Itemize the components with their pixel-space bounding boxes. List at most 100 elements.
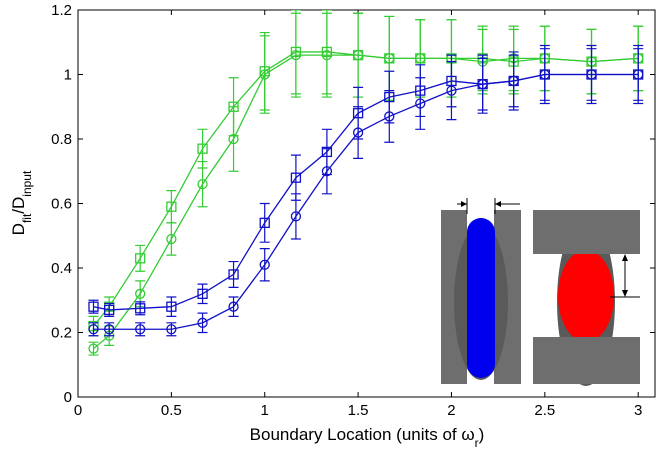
x-tick-label: 0.5	[161, 402, 182, 419]
error-bar	[228, 296, 239, 317]
marker	[166, 301, 177, 312]
y-tick-label: 0.4	[51, 260, 72, 277]
marker	[477, 79, 488, 90]
error-bar	[586, 44, 597, 105]
inset-arrow	[461, 201, 467, 207]
error-bar	[228, 106, 239, 172]
marker	[290, 50, 302, 61]
error-bar	[166, 296, 177, 317]
error-bar	[353, 106, 364, 159]
marker	[539, 69, 550, 80]
marker	[197, 288, 208, 299]
marker	[508, 75, 519, 87]
marker	[290, 172, 302, 183]
y-axis-label: Dfit/Dinput	[9, 170, 34, 235]
x-tick-label: 3	[634, 402, 642, 419]
series-line	[92, 51, 639, 327]
label-subscript: r	[475, 436, 479, 450]
x-tick-label: 2	[447, 402, 455, 419]
series	[88, 12, 644, 356]
error-bar	[166, 190, 177, 224]
marker	[166, 233, 177, 245]
marker	[415, 53, 426, 64]
error-bar	[446, 61, 457, 121]
label-subscript: input	[20, 170, 34, 197]
marker	[135, 288, 146, 299]
error-bar	[321, 12, 332, 98]
error-bar	[259, 202, 270, 243]
marker	[197, 143, 208, 154]
marker	[259, 217, 270, 229]
inset-diagram	[441, 198, 640, 386]
inset-blue-region	[467, 218, 495, 378]
y-tick-label: 1.2	[51, 2, 72, 19]
error-bar	[259, 248, 270, 282]
marker	[228, 301, 239, 312]
marker	[88, 301, 99, 312]
marker	[415, 98, 426, 109]
error-bar	[508, 51, 519, 111]
error-bar	[197, 160, 208, 208]
error-bar	[135, 244, 146, 272]
marker	[352, 50, 364, 61]
axes-frame	[77, 9, 656, 398]
marker	[166, 201, 177, 212]
label-text: Boundary Location (units of ω	[250, 425, 475, 444]
inset-wall	[533, 337, 640, 384]
label-text: D	[9, 223, 28, 235]
marker	[352, 127, 364, 138]
marker	[228, 133, 239, 145]
marker	[197, 317, 208, 328]
error-bar	[321, 148, 332, 195]
y-tick-label: 0.8	[51, 131, 72, 148]
marker	[321, 50, 333, 61]
marker	[104, 304, 115, 316]
error-bar	[290, 12, 301, 98]
x-axis-label: Boundary Location (units of ωr)	[250, 425, 485, 450]
label-text: /D	[9, 197, 28, 214]
error-bar	[197, 283, 208, 305]
error-bar	[166, 222, 177, 256]
marker	[135, 324, 146, 335]
label-text: )	[479, 425, 485, 444]
error-bar	[384, 90, 395, 143]
y-tick-label: 1	[64, 67, 72, 84]
marker	[259, 259, 270, 270]
plot-area: 0 0.5 1 1.5 2 2.5 3 0 0.2 0.4 0.6 0.8 1 1.2	[51, 2, 656, 419]
inset-red-region	[558, 254, 614, 337]
y-tick-label: 0.6	[51, 196, 72, 213]
inset-wall	[533, 210, 640, 254]
marker	[104, 324, 115, 335]
x-tick-label: 0	[74, 402, 82, 419]
inset-arrow	[495, 201, 501, 207]
marker	[384, 111, 395, 122]
error-bar	[415, 77, 426, 130]
error-bar	[290, 193, 301, 240]
marker	[586, 69, 597, 80]
marker	[321, 166, 333, 177]
series-line	[93, 73, 639, 311]
marker	[135, 303, 146, 314]
marker	[384, 53, 395, 64]
error-bar	[197, 312, 208, 334]
marker	[290, 211, 302, 222]
marker	[259, 69, 270, 80]
marker	[166, 324, 177, 335]
error-bar	[477, 54, 488, 114]
series	[88, 44, 644, 337]
marker	[197, 178, 208, 190]
error-bar	[633, 44, 644, 105]
x-tick-label: 1	[261, 402, 269, 419]
y-tick-label: 0.2	[51, 325, 72, 342]
marker	[228, 269, 239, 280]
marker	[446, 85, 457, 96]
error-bar	[539, 44, 550, 105]
marker	[633, 69, 644, 80]
marker	[135, 253, 146, 264]
marker	[88, 343, 99, 354]
error-bar	[259, 35, 270, 114]
x-tick-label: 1.5	[348, 402, 369, 419]
series-line	[93, 73, 639, 330]
